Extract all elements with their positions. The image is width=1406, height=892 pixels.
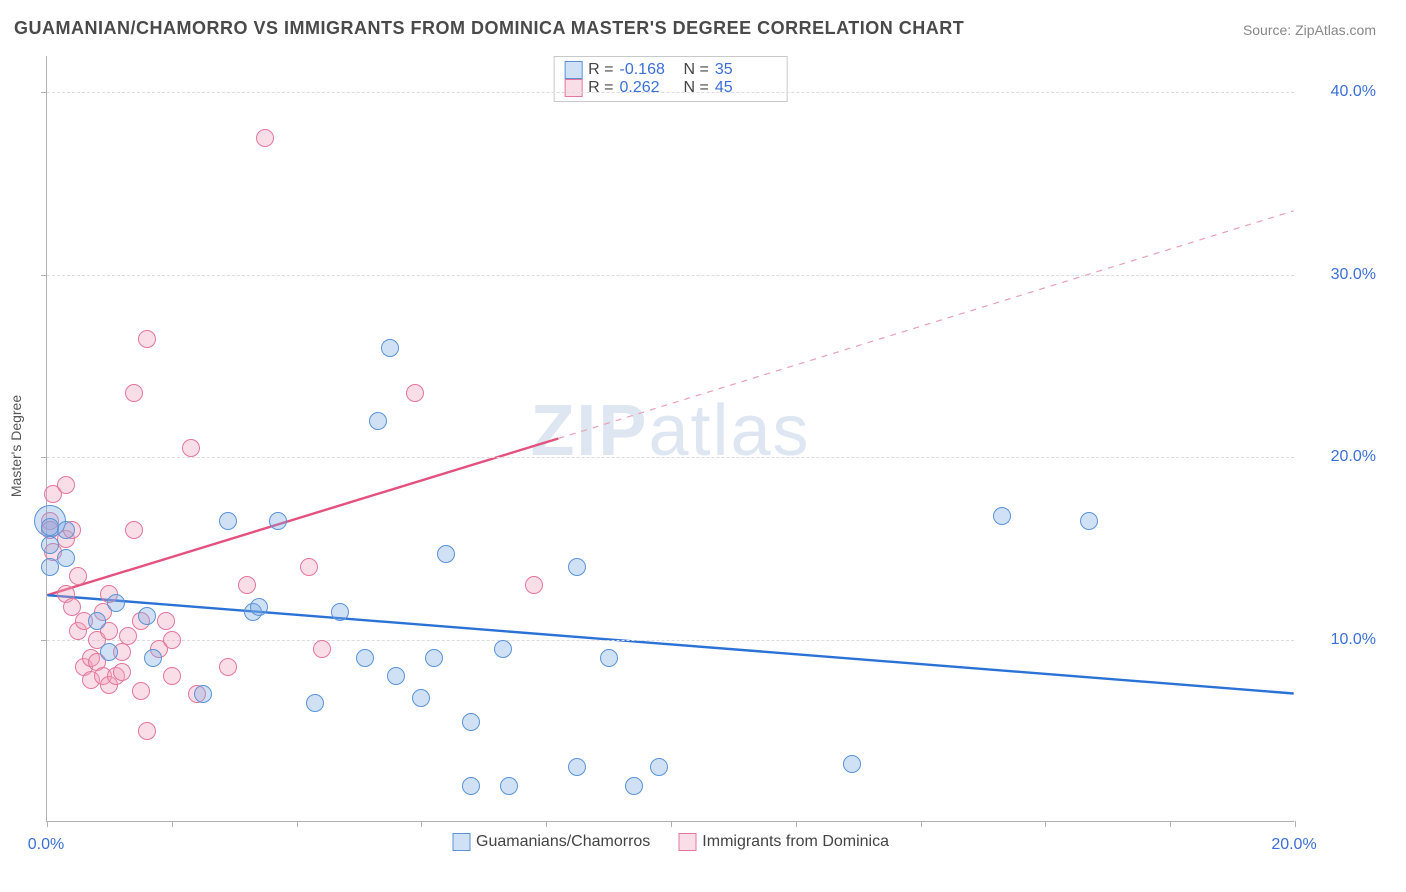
data-point-guamanian <box>650 758 668 776</box>
data-point-dominica <box>125 521 143 539</box>
data-point-guamanian <box>381 339 399 357</box>
data-point-guamanian <box>88 612 106 630</box>
data-point-dominica <box>132 682 150 700</box>
data-point-dominica <box>138 722 156 740</box>
data-point-guamanian <box>57 549 75 567</box>
data-point-guamanian <box>625 777 643 795</box>
data-point-guamanian <box>843 755 861 773</box>
data-point-guamanian <box>412 689 430 707</box>
data-point-dominica <box>238 576 256 594</box>
data-point-guamanian <box>500 777 518 795</box>
legend-row-guamanian: R = -0.168 N = 35 <box>564 61 773 79</box>
data-point-guamanian <box>306 694 324 712</box>
data-point-dominica <box>406 384 424 402</box>
data-point-guamanian <box>993 507 1011 525</box>
data-point-guamanian <box>269 512 287 530</box>
data-point-dominica <box>125 384 143 402</box>
legend-item-guamanian: Guamanians/Chamorros <box>452 833 650 851</box>
swatch-guamanian-icon <box>452 833 470 851</box>
data-point-dominica <box>256 129 274 147</box>
x-tick-label: 0.0% <box>28 836 64 854</box>
swatch-dominica-icon <box>678 833 696 851</box>
x-tick-label: 20.0% <box>1271 836 1316 854</box>
swatch-guamanian <box>564 61 582 79</box>
data-point-guamanian <box>1080 512 1098 530</box>
data-point-guamanian <box>568 558 586 576</box>
gridline <box>47 275 1294 276</box>
data-point-guamanian <box>194 685 212 703</box>
data-point-dominica <box>219 658 237 676</box>
data-point-guamanian <box>356 649 374 667</box>
data-point-guamanian <box>425 649 443 667</box>
correlation-legend: R = -0.168 N = 35 R = 0.262 N = 45 <box>553 56 788 102</box>
data-point-dominica <box>313 640 331 658</box>
source-attribution: Source: ZipAtlas.com <box>1243 22 1376 38</box>
data-point-guamanian <box>387 667 405 685</box>
data-point-dominica <box>113 663 131 681</box>
gridline <box>47 640 1294 641</box>
scatter-plot-area: ZIPatlas R = -0.168 N = 35 R = 0.262 N =… <box>46 56 1294 822</box>
data-point-guamanian <box>138 607 156 625</box>
swatch-dominica <box>564 79 582 97</box>
data-point-guamanian <box>219 512 237 530</box>
data-point-dominica <box>182 439 200 457</box>
data-point-dominica <box>138 330 156 348</box>
data-point-dominica <box>163 667 181 685</box>
data-point-guamanian <box>437 545 455 563</box>
data-point-guamanian <box>494 640 512 658</box>
y-tick-label: 10.0% <box>1331 631 1376 649</box>
y-axis-label: Master's Degree <box>8 395 24 497</box>
data-point-guamanian <box>568 758 586 776</box>
gridline <box>47 92 1294 93</box>
y-tick-label: 20.0% <box>1331 448 1376 466</box>
legend-item-dominica: Immigrants from Dominica <box>678 833 889 851</box>
data-point-dominica <box>69 567 87 585</box>
data-point-guamanian <box>462 777 480 795</box>
data-point-guamanian <box>144 649 162 667</box>
watermark: ZIPatlas <box>530 389 810 471</box>
data-point-guamanian <box>250 598 268 616</box>
data-point-dominica <box>300 558 318 576</box>
chart-title: GUAMANIAN/CHAMORRO VS IMMIGRANTS FROM DO… <box>14 18 964 39</box>
data-point-guamanian <box>41 536 59 554</box>
gridline <box>47 457 1294 458</box>
series-legend: Guamanians/Chamorros Immigrants from Dom… <box>452 833 889 851</box>
y-tick-label: 40.0% <box>1331 83 1376 101</box>
data-point-guamanian <box>369 412 387 430</box>
legend-row-dominica: R = 0.262 N = 45 <box>564 79 773 97</box>
data-point-dominica <box>525 576 543 594</box>
data-point-dominica <box>157 612 175 630</box>
data-point-guamanian <box>107 594 125 612</box>
data-point-guamanian <box>57 521 75 539</box>
trendlines-layer <box>47 56 1294 821</box>
data-point-guamanian <box>100 643 118 661</box>
data-point-guamanian <box>462 713 480 731</box>
data-point-guamanian <box>600 649 618 667</box>
data-point-guamanian <box>331 603 349 621</box>
y-tick-label: 30.0% <box>1331 266 1376 284</box>
data-point-dominica <box>57 476 75 494</box>
data-point-dominica <box>163 631 181 649</box>
data-point-dominica <box>119 627 137 645</box>
